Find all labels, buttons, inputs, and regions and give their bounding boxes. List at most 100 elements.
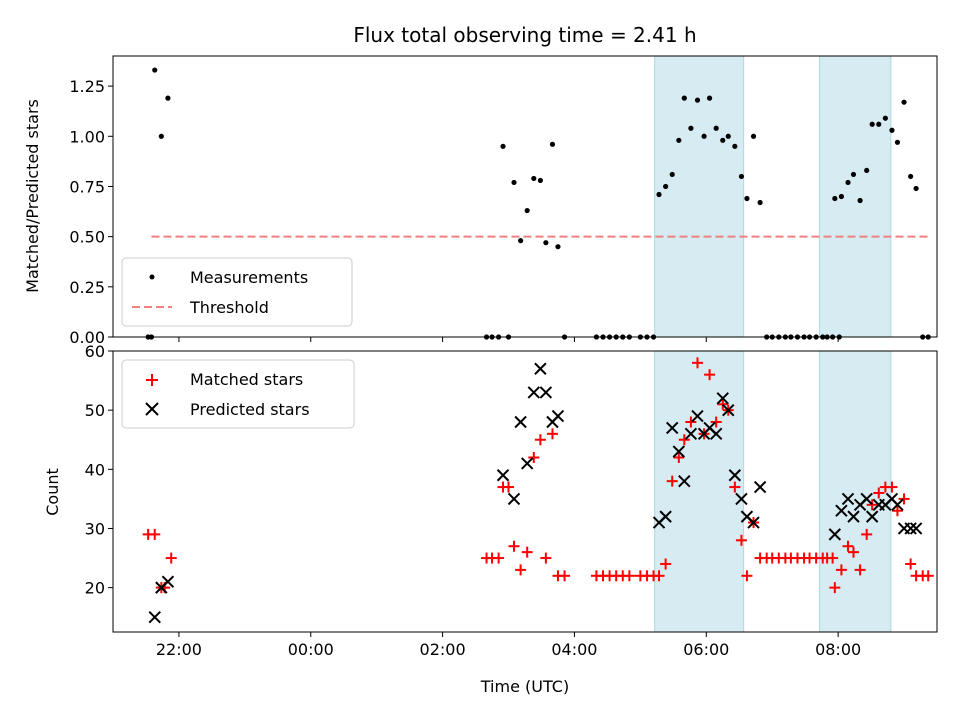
predicted-point — [507, 492, 521, 506]
matched-point — [848, 546, 860, 558]
predicted-point — [691, 409, 704, 423]
predicted-point — [847, 510, 860, 523]
matched-point — [546, 428, 558, 440]
y-tick-label: 0.50 — [69, 228, 105, 247]
measurement-point — [152, 67, 158, 73]
matched-point — [515, 564, 527, 576]
y-tick-label: 50 — [85, 401, 105, 420]
matched-point — [741, 570, 753, 582]
legend-marker-predicted — [145, 402, 159, 416]
measurement-point — [732, 143, 738, 149]
matched-point — [886, 481, 898, 493]
matched-point — [861, 528, 873, 540]
matched-point — [891, 505, 903, 517]
predicted-point — [904, 522, 917, 535]
count-panel: 20 30 40 50 60 22:00 00:00 02:00 04:00 06:00 08:0… — [43, 342, 938, 696]
ratio-panel: 0.00 0.25 0.50 0.75 1.00 1.25 Flux total obse… — [23, 23, 938, 347]
y-tick-label: 0.75 — [69, 177, 105, 196]
ratio-axes-frame — [112, 55, 938, 338]
matched-point — [623, 570, 635, 582]
observing-bands — [654, 350, 892, 633]
matched-point — [149, 528, 161, 540]
measurement-point — [663, 183, 669, 190]
count-x-axis-label: Time (UTC) — [480, 677, 569, 696]
measurement-point — [845, 179, 851, 186]
predicted-point — [534, 362, 547, 375]
predicted-point — [684, 427, 698, 441]
predicted-point — [539, 386, 553, 399]
x-tick-label: 04:00 — [551, 640, 597, 659]
measurement-point — [543, 240, 549, 246]
matched-point — [493, 552, 505, 564]
measurement-point — [876, 121, 882, 127]
y-tick-label: 40 — [85, 460, 105, 479]
matched-point — [735, 534, 747, 546]
measurement-point — [549, 141, 556, 147]
matched-point — [922, 570, 934, 582]
measurement-point — [838, 193, 845, 200]
matched-point — [835, 564, 847, 576]
matched-point — [729, 481, 741, 493]
legend-marker-matched — [146, 374, 158, 386]
predicted-point — [909, 522, 923, 535]
measurement-point — [713, 125, 719, 131]
measurement-point — [901, 99, 907, 105]
matched-point — [653, 570, 665, 582]
predicted-point — [496, 469, 510, 482]
measurement-point — [701, 133, 707, 139]
predicted-point — [722, 403, 735, 417]
y-tick-label: 20 — [85, 579, 105, 598]
count-axes-frame — [112, 350, 938, 633]
measurement-point — [857, 197, 863, 204]
matched-point — [905, 558, 917, 570]
measurement-point — [555, 244, 561, 250]
measurement-point — [681, 95, 687, 101]
ratio-y-ticks: 0.00 0.25 0.50 0.75 1.00 1.25 — [69, 77, 113, 347]
measurement-point — [889, 127, 895, 133]
matched-point — [521, 546, 533, 558]
predicted-point — [161, 575, 175, 588]
observing-bands — [654, 55, 892, 338]
x-tick-label: 06:00 — [683, 640, 729, 659]
measurement-point — [908, 173, 914, 180]
matched-point — [829, 582, 841, 594]
y-tick-label: 1.00 — [69, 127, 105, 146]
ratio-legend: Measurements Threshold — [121, 257, 353, 327]
y-tick-label: 1.25 — [69, 77, 105, 96]
count-legend-box — [121, 359, 355, 429]
count-x-ticks: 22:00 00:00 02:00 04:00 06:00 08:00 — [156, 632, 861, 659]
measurement-point — [694, 97, 701, 103]
matched-point — [842, 540, 854, 552]
x-tick-label: 02:00 — [420, 640, 466, 659]
measurement-point — [725, 133, 731, 139]
measurement-point — [531, 175, 537, 182]
matched-point — [534, 434, 546, 446]
count-y-ticks: 20 30 40 50 60 — [85, 342, 113, 598]
legend-marker-measurements — [149, 274, 155, 280]
predicted-point — [753, 480, 767, 494]
predicted-point — [865, 510, 879, 523]
x-tick-label: 08:00 — [815, 640, 861, 659]
measurement-point — [869, 121, 875, 127]
predicted-point — [860, 492, 873, 506]
measurement-point — [518, 238, 524, 244]
measurement-point — [864, 167, 870, 174]
x-tick-label: 00:00 — [288, 640, 334, 659]
predicted-point — [828, 528, 842, 541]
matched-point — [866, 499, 878, 511]
measurement-point — [524, 207, 530, 214]
observing-band-1 — [818, 55, 892, 338]
measurement-point — [165, 95, 171, 101]
predicted-point — [716, 392, 729, 405]
ratio-y-axis-label: Matched/Predicted stars — [23, 99, 42, 293]
predicted-point — [891, 498, 904, 512]
matched-point — [559, 570, 571, 582]
matched-point — [873, 487, 885, 499]
count-legend: Matched stars Predicted stars — [121, 359, 355, 429]
observing-band-1 — [818, 350, 892, 633]
count-y-axis-label: Count — [43, 468, 62, 516]
matched-point — [710, 416, 722, 428]
measurement-point — [757, 199, 763, 206]
predicted-point — [835, 504, 848, 517]
